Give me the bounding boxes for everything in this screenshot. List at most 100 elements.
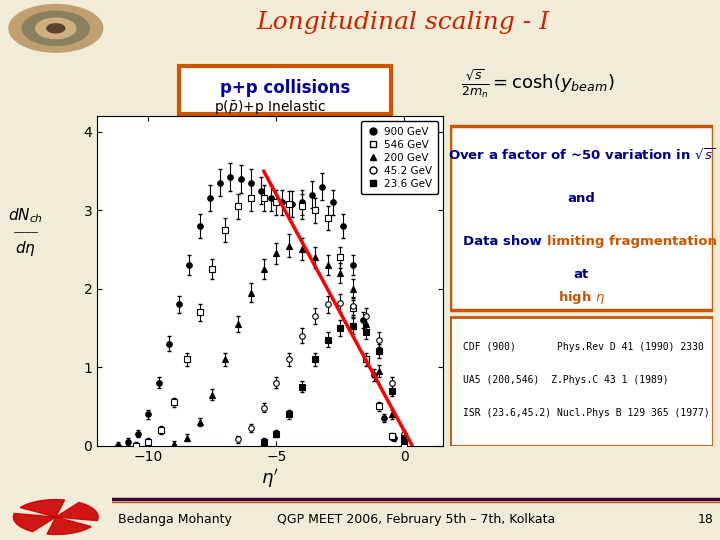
Text: ─────: ───── — [13, 228, 37, 237]
23.6 GeV — [349, 323, 358, 329]
546 GeV — [234, 203, 243, 210]
200 GeV — [285, 242, 294, 249]
45.2 GeV — [387, 380, 396, 386]
546 GeV — [157, 427, 166, 433]
546 GeV — [272, 199, 281, 206]
Line: 900 GeV: 900 GeV — [115, 174, 408, 448]
546 GeV — [285, 201, 294, 207]
45.2 GeV — [272, 380, 281, 386]
200 GeV — [221, 356, 230, 362]
900 GeV — [277, 199, 286, 206]
900 GeV — [328, 199, 337, 206]
45.2 GeV — [336, 300, 345, 306]
Text: Data show: Data show — [463, 235, 546, 248]
45.2 GeV — [234, 436, 243, 442]
900 GeV — [175, 301, 184, 308]
23.6 GeV — [323, 336, 332, 343]
23.6 GeV — [285, 411, 294, 417]
Polygon shape — [47, 517, 91, 535]
900 GeV — [154, 380, 163, 386]
Text: p+p collisions: p+p collisions — [220, 79, 350, 98]
45.2 GeV — [297, 333, 306, 339]
Text: $d\eta$: $d\eta$ — [15, 239, 35, 258]
900 GeV — [144, 411, 153, 417]
546 GeV — [297, 203, 306, 210]
900 GeV — [287, 201, 296, 207]
23.6 GeV — [400, 434, 409, 441]
200 GeV — [310, 254, 319, 260]
900 GeV — [369, 372, 378, 378]
546 GeV — [374, 403, 383, 409]
200 GeV — [387, 411, 396, 417]
200 GeV — [349, 286, 358, 292]
Circle shape — [47, 24, 65, 33]
23.6 GeV — [272, 430, 281, 437]
900 GeV — [390, 434, 398, 441]
546 GeV — [246, 195, 255, 202]
900 GeV — [379, 415, 388, 421]
900 GeV — [113, 442, 122, 449]
Text: 18: 18 — [698, 513, 714, 526]
Circle shape — [36, 18, 76, 38]
900 GeV — [185, 262, 194, 268]
Title: p($\bar{p}$)+p Inelastic: p($\bar{p}$)+p Inelastic — [214, 98, 326, 116]
Line: 200 GeV: 200 GeV — [171, 242, 408, 447]
Line: 546 GeV: 546 GeV — [132, 195, 408, 448]
23.6 GeV — [297, 383, 306, 390]
200 GeV — [195, 418, 204, 425]
Polygon shape — [20, 500, 65, 517]
45.2 GeV — [310, 313, 319, 319]
FancyBboxPatch shape — [450, 126, 713, 310]
Text: $dN_{ch}$: $dN_{ch}$ — [8, 207, 42, 225]
546 GeV — [387, 433, 396, 440]
900 GeV — [338, 222, 347, 229]
546 GeV — [131, 442, 140, 449]
Line: 23.6 GeV: 23.6 GeV — [261, 323, 408, 444]
23.6 GeV — [361, 328, 370, 335]
Text: limiting fragmentation: limiting fragmentation — [547, 235, 717, 248]
45.2 GeV — [259, 404, 268, 411]
Line: 45.2 GeV: 45.2 GeV — [235, 300, 408, 442]
23.6 GeV — [374, 348, 383, 355]
Text: CDF (900)       Phys.Rev D 41 (1990) 2330: CDF (900) Phys.Rev D 41 (1990) 2330 — [463, 342, 704, 352]
Text: Bedanga Mohanty: Bedanga Mohanty — [117, 513, 232, 526]
546 GeV — [195, 309, 204, 315]
Text: ISR (23.6,45.2) Nucl.Phys B 129 365 (1977): ISR (23.6,45.2) Nucl.Phys B 129 365 (197… — [463, 408, 710, 417]
900 GeV — [359, 317, 368, 323]
Text: UA5 (200,546)  Z.Phys.C 43 1 (1989): UA5 (200,546) Z.Phys.C 43 1 (1989) — [463, 375, 669, 384]
Circle shape — [9, 4, 103, 52]
23.6 GeV — [310, 356, 319, 362]
Polygon shape — [14, 514, 56, 532]
200 GeV — [323, 262, 332, 268]
546 GeV — [221, 227, 230, 233]
FancyBboxPatch shape — [450, 317, 713, 445]
200 GeV — [400, 437, 409, 444]
546 GeV — [208, 266, 217, 272]
200 GeV — [361, 321, 370, 327]
546 GeV — [182, 356, 191, 362]
45.2 GeV — [361, 313, 370, 319]
900 GeV — [308, 191, 317, 198]
45.2 GeV — [285, 356, 294, 362]
45.2 GeV — [349, 302, 358, 309]
200 GeV — [259, 266, 268, 272]
546 GeV — [170, 399, 179, 406]
FancyBboxPatch shape — [179, 66, 392, 113]
546 GeV — [144, 438, 153, 445]
900 GeV — [124, 438, 132, 445]
Text: $\frac{\sqrt{s}}{2m_n}=\cosh(y_{beam})$: $\frac{\sqrt{s}}{2m_n}=\cosh(y_{beam})$ — [461, 68, 614, 100]
200 GeV — [234, 321, 243, 327]
546 GeV — [259, 195, 268, 202]
900 GeV — [216, 179, 225, 186]
900 GeV — [267, 195, 276, 202]
900 GeV — [205, 195, 214, 202]
45.2 GeV — [323, 301, 332, 308]
200 GeV — [182, 434, 191, 441]
45.2 GeV — [246, 425, 255, 431]
900 GeV — [400, 442, 409, 448]
546 GeV — [361, 356, 370, 362]
546 GeV — [400, 442, 409, 448]
546 GeV — [310, 207, 319, 213]
23.6 GeV — [336, 325, 345, 331]
200 GeV — [208, 392, 217, 398]
